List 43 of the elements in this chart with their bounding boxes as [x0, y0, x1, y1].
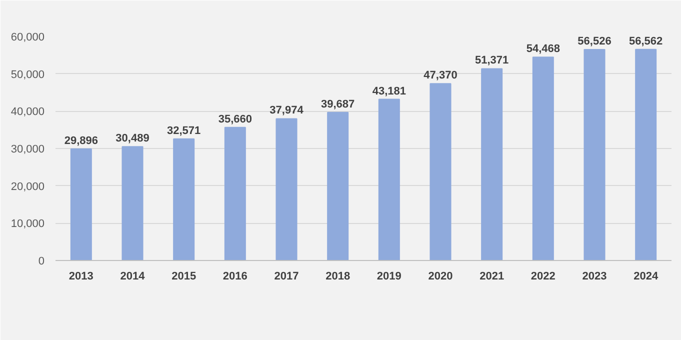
y-tick-label: 60,000 [10, 32, 45, 44]
x-tick-label: 2022 [530, 270, 556, 282]
x-tick-label: 2020 [428, 270, 453, 282]
bar [224, 126, 246, 260]
data-label: 39,687 [321, 98, 355, 110]
y-tick-label: 0 [38, 256, 45, 268]
x-tick-label: 2021 [480, 270, 504, 282]
data-label: 29,896 [64, 134, 98, 147]
data-label: 51,371 [475, 54, 509, 67]
data-label: 37,974 [270, 104, 304, 117]
y-tick-label: 20,000 [10, 180, 45, 193]
data-label: 35,660 [218, 113, 252, 126]
y-tick-label: 30,000 [10, 144, 45, 156]
x-tick-label: 2016 [222, 270, 248, 282]
data-label: 32,571 [167, 124, 201, 137]
x-tick-label: 2018 [326, 270, 350, 282]
bar [584, 48, 606, 260]
bar [276, 118, 298, 260]
x-tick-label: 2014 [120, 270, 146, 282]
y-tick-label: 10,000 [10, 218, 45, 230]
data-label: 43,181 [372, 85, 406, 98]
data-label: 56,526 [578, 35, 612, 48]
y-tick-label: 50,000 [10, 68, 45, 81]
x-tick-label: 2024 [634, 270, 659, 282]
data-label: 30,489 [116, 132, 150, 145]
bar [430, 83, 452, 260]
x-tick-label: 2017 [274, 270, 299, 282]
x-tick-label: 2013 [68, 270, 94, 282]
bar [635, 48, 657, 260]
bar [122, 146, 144, 260]
x-tick-label: 2019 [376, 270, 402, 282]
bar [481, 68, 503, 260]
bar [70, 148, 92, 260]
data-label: 56,562 [629, 35, 663, 48]
bar [327, 112, 349, 260]
data-label: 54,468 [526, 43, 560, 56]
bar [378, 98, 400, 260]
bar [173, 138, 195, 260]
y-tick-label: 40,000 [10, 106, 45, 118]
x-tick-label: 2015 [172, 270, 196, 282]
data-label: 47,370 [424, 70, 458, 82]
bar [532, 56, 554, 260]
x-tick-label: 2023 [582, 270, 607, 282]
